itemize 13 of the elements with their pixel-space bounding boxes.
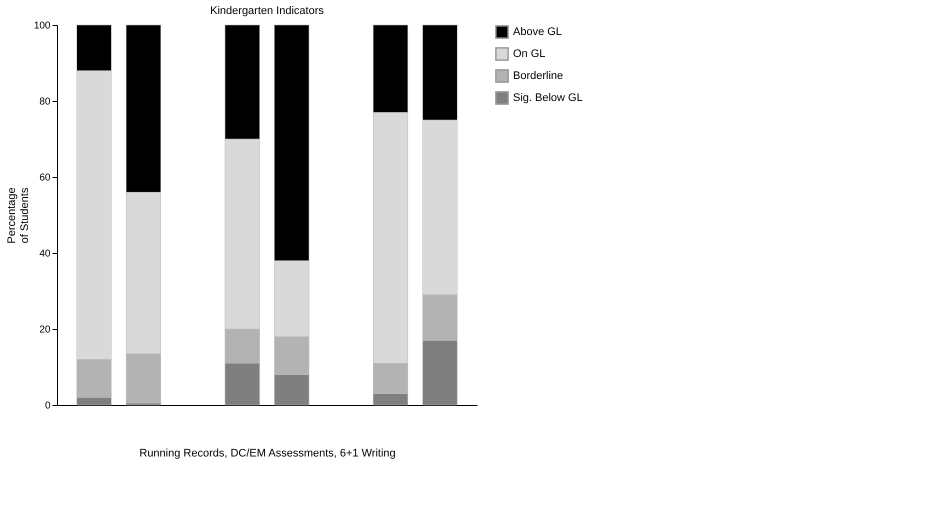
x-axis-title: Running Records, DC/EM Assessments, 6+1 Writing	[139, 448, 396, 460]
y-tick-label: 20	[39, 324, 51, 336]
chart-title: Kindergarten Indicators	[210, 5, 324, 17]
y-axis-title: Percentage of Students	[6, 187, 31, 244]
y-tick-label: 80	[39, 96, 51, 108]
y-tick-label: 100	[34, 20, 51, 32]
legend-label: On GL	[513, 48, 546, 60]
legend-label: Borderline	[513, 70, 564, 82]
y-tick-label: 0	[44, 400, 51, 412]
legend-label: Sig. Below GL	[513, 92, 583, 104]
y-tick-label: 60	[39, 172, 51, 184]
y-tick-label: 40	[39, 248, 51, 260]
legend-label: Above GL	[513, 26, 562, 38]
